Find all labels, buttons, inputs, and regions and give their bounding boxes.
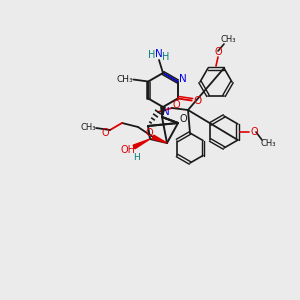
Text: O: O [194,95,202,106]
Text: CH₃: CH₃ [220,35,236,44]
Text: OH: OH [121,145,136,155]
Text: N: N [179,74,187,85]
Text: O: O [101,128,109,138]
Text: N: N [155,49,163,59]
Text: N: N [162,107,170,117]
Text: CH₃: CH₃ [117,75,134,84]
Text: O: O [172,100,180,110]
Text: H: H [148,50,156,60]
Text: O: O [145,128,153,138]
Text: H: H [133,152,140,161]
Polygon shape [161,107,165,117]
Polygon shape [133,139,150,149]
Text: CH₃: CH₃ [80,122,96,131]
Text: O: O [250,127,258,137]
Text: O: O [214,47,222,57]
Polygon shape [152,135,167,143]
Text: H: H [162,52,170,62]
Text: O: O [179,114,187,124]
Text: CH₃: CH₃ [260,140,276,148]
